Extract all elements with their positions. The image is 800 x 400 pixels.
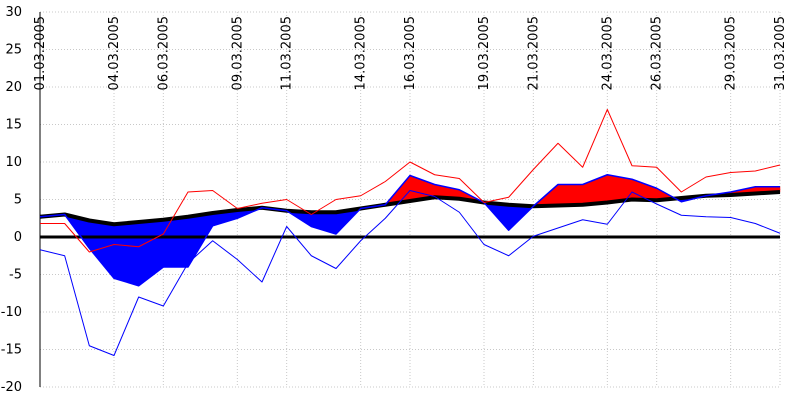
y-tick-label: -20 [1, 380, 22, 395]
cold-deviation-fill [163, 216, 189, 268]
y-tick-label: 15 [5, 118, 22, 133]
x-tick-label: 16.03.2005 [403, 16, 418, 90]
x-tick-label: 19.03.2005 [477, 16, 492, 90]
normal-temperature-line [39, 190, 781, 227]
max-temperature-line [40, 109, 781, 253]
y-tick-label: 30 [5, 5, 22, 20]
x-tick-label: 14.03.2005 [354, 16, 369, 90]
y-tick-label: 20 [5, 80, 22, 95]
x-tick-label: 26.03.2005 [650, 16, 665, 90]
x-tick-label: 29.03.2005 [724, 16, 739, 90]
x-tick-label: 31.03.2005 [773, 16, 788, 90]
cold-deviation-fill [113, 221, 139, 287]
y-tick-label: 5 [14, 193, 22, 208]
y-tick-label: -10 [1, 305, 22, 320]
grid [39, 11, 781, 388]
series-lines [39, 109, 781, 356]
min-temperature-line [39, 190, 781, 356]
y-tick-label: -5 [9, 268, 22, 283]
x-tick-label: 21.03.2005 [526, 16, 541, 90]
y-tick-label: 25 [5, 43, 22, 58]
x-tick-label: 01.03.2005 [33, 16, 48, 90]
x-tick-label: 09.03.2005 [230, 16, 245, 90]
y-tick-label: -15 [1, 343, 22, 358]
y-tick-label: 10 [5, 155, 22, 170]
x-axis-labels: 01.03.2005 04.03.2005 06.03.2005 09.03.2005… [33, 16, 788, 90]
x-tick-label: 06.03.2005 [156, 16, 171, 90]
warm-deviation-fill [557, 184, 583, 206]
y-axis-labels: -20 -15 -10 -5 0 5 10 15 20 25 30 [1, 5, 22, 395]
x-tick-label: 04.03.2005 [107, 16, 122, 90]
x-tick-label: 24.03.2005 [600, 16, 615, 90]
x-tick-label: 11.03.2005 [280, 16, 295, 90]
y-tick-label: 0 [14, 230, 22, 245]
mean-temperature-line [39, 174, 780, 287]
